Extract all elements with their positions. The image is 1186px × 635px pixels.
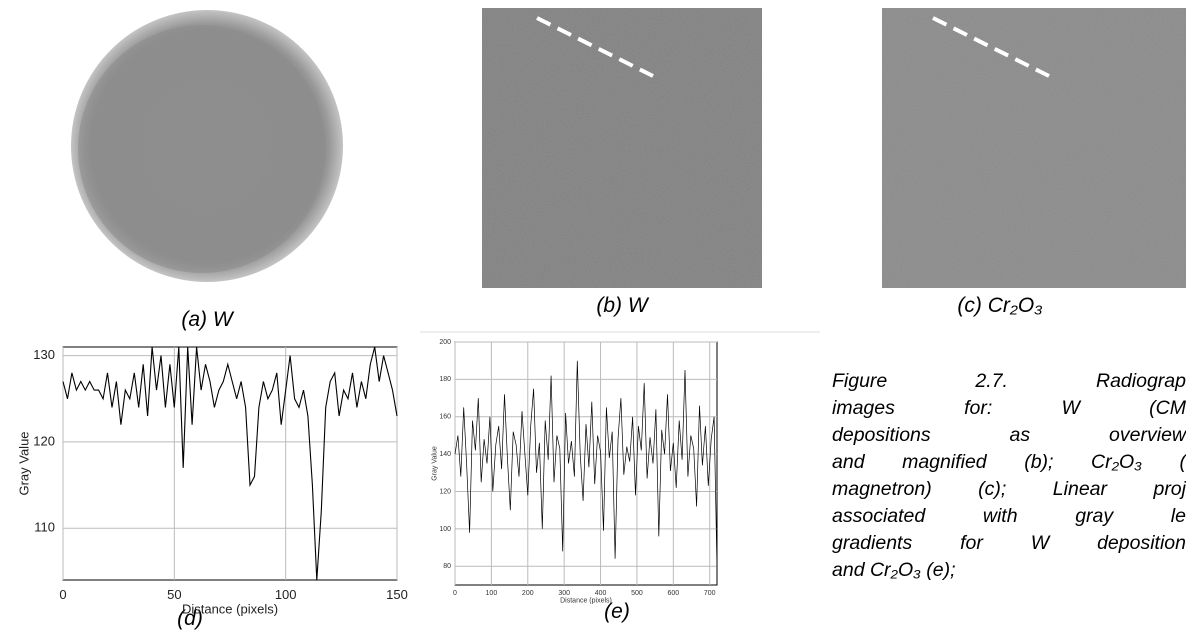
y-tick-label: 100 (439, 526, 451, 533)
panel-label: (e) (604, 600, 630, 623)
x-tick-label: 400 (595, 590, 607, 597)
image-c (882, 8, 1186, 288)
image-a (71, 10, 343, 282)
x-tick-label: 150 (386, 587, 408, 602)
x-axis-label: Distance (pixels) (182, 602, 278, 617)
y-axis-label: Gray Value (432, 446, 439, 481)
x-tick-label: 600 (667, 590, 679, 597)
panel-label: (c) Cr₂O₃ (957, 294, 1042, 317)
y-tick-label: 180 (439, 376, 451, 383)
panel-label: (d) (177, 607, 203, 630)
x-tick-label: 0 (453, 590, 457, 597)
caption: Figure 2.7. Radiograp images for: W (CM de… (832, 368, 1186, 584)
y-tick-label: 120 (33, 433, 55, 448)
x-axis-label: Distance (pixels) (560, 598, 612, 605)
panel-label: (b) W (596, 294, 650, 317)
y-tick-label: 200 (439, 339, 451, 346)
y-tick-label: 140 (439, 451, 451, 458)
y-tick-label: 130 (33, 347, 55, 362)
caption-line: images for: W (CM (832, 397, 1186, 419)
x-tick-label: 0 (59, 587, 66, 602)
panel-label: (a) W (181, 308, 235, 331)
y-axis-label: Gray Value (17, 431, 32, 495)
caption-line: and Cr₂O₃ (e); (832, 559, 956, 581)
x-tick-label: 300 (558, 590, 570, 597)
x-tick-label: 200 (522, 590, 534, 597)
caption-line: Figure 2.7. Radiograp (832, 370, 1186, 392)
image-b (482, 8, 762, 288)
x-tick-label: 50 (167, 587, 181, 602)
caption-line: associated with gray le (832, 505, 1186, 527)
x-tick-label: 100 (486, 590, 498, 597)
x-tick-label: 100 (275, 587, 297, 602)
data-line (62, 346, 398, 581)
plot-area (62, 346, 398, 581)
data-line (454, 360, 718, 569)
caption-line: and magnified (b); Cr₂O₃ ( (832, 451, 1186, 473)
y-tick-label: 80 (443, 563, 451, 570)
caption-line: depositions as overview (832, 424, 1186, 446)
y-tick-label: 120 (439, 488, 451, 495)
x-tick-label: 700 (704, 590, 716, 597)
y-tick-label: 160 (439, 414, 451, 421)
y-tick-label: 110 (34, 520, 55, 535)
caption-line: gradients for W deposition (832, 532, 1186, 554)
x-tick-label: 500 (631, 590, 643, 597)
caption-line: magnetron) (c); Linear proj (832, 478, 1186, 500)
